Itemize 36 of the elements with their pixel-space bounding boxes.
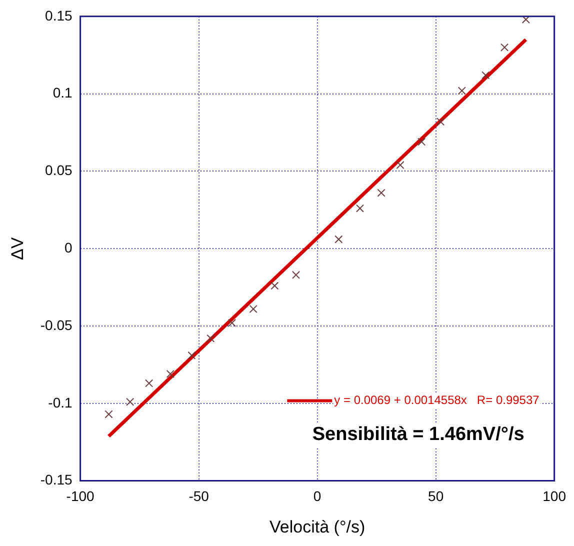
legend-label: y = 0.0069 + 0.0014558x R= 0.99537 bbox=[334, 393, 540, 408]
point bbox=[500, 43, 509, 52]
point bbox=[418, 138, 426, 146]
y-tick-label: -0.05 bbox=[40, 316, 73, 333]
point bbox=[270, 282, 279, 290]
point bbox=[228, 318, 236, 327]
x-tick-label: -100 bbox=[66, 488, 95, 504]
point bbox=[104, 410, 113, 418]
point bbox=[522, 16, 530, 24]
point bbox=[188, 351, 196, 360]
point bbox=[356, 204, 364, 212]
point bbox=[377, 188, 386, 197]
x-tick-label: 50 bbox=[428, 488, 444, 504]
x-tick-label: 0 bbox=[313, 488, 322, 504]
point bbox=[126, 398, 134, 406]
point bbox=[396, 160, 404, 170]
point bbox=[145, 379, 154, 388]
point bbox=[482, 71, 490, 80]
point bbox=[166, 370, 174, 378]
y-tick-label: 0.1 bbox=[52, 84, 73, 101]
x-tick-label: -50 bbox=[188, 488, 210, 504]
point bbox=[436, 118, 445, 126]
x-tick-label: 100 bbox=[542, 488, 566, 504]
point bbox=[334, 235, 343, 244]
point bbox=[249, 304, 258, 314]
annotation: Sensibilità = 1.46mV/°/s bbox=[312, 424, 524, 446]
y-axis-title: ΔV bbox=[8, 236, 27, 260]
x-axis-title: Velocità (°/s) bbox=[270, 517, 366, 536]
y-tick-label: -0.1 bbox=[48, 394, 73, 410]
y-tick-label: -0.15 bbox=[40, 472, 73, 488]
point bbox=[292, 270, 300, 279]
point bbox=[206, 334, 215, 342]
y-tick-label: 0 bbox=[64, 239, 73, 256]
point bbox=[458, 86, 466, 95]
y-tick-label: 0.05 bbox=[45, 162, 73, 178]
y-tick-label: 0.15 bbox=[45, 7, 73, 24]
